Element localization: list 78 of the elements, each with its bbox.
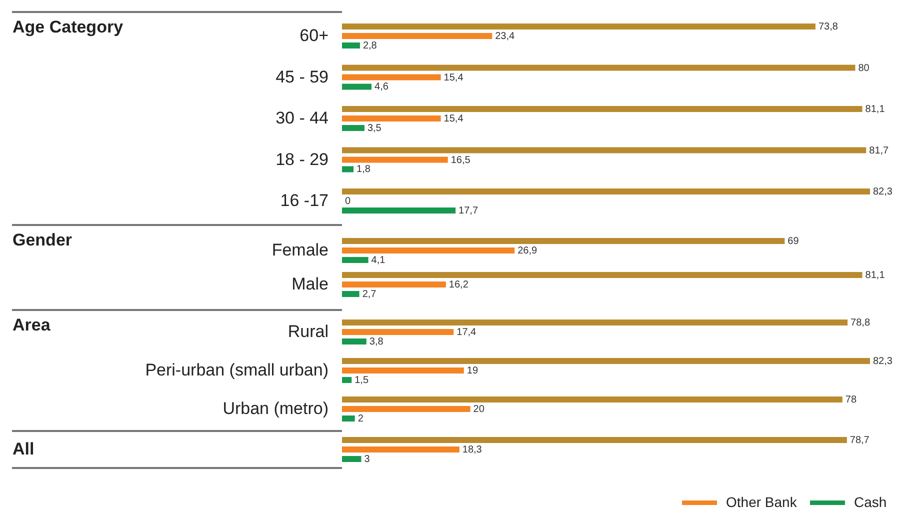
bar xyxy=(342,207,456,214)
bar xyxy=(342,290,360,297)
data-label: 80 xyxy=(858,62,870,74)
data-label: 3,8 xyxy=(369,336,384,348)
data-label: 81,7 xyxy=(869,145,890,156)
bar xyxy=(342,147,866,154)
bar xyxy=(342,64,856,71)
y-tick-label: Female xyxy=(272,240,328,260)
bar xyxy=(342,84,372,90)
data-label: 18,3 xyxy=(462,444,482,456)
y-axis-title: Area xyxy=(12,316,51,334)
legend-label: Cash xyxy=(854,494,887,510)
bar xyxy=(342,358,870,364)
bar xyxy=(342,33,492,39)
bar xyxy=(342,338,366,344)
y-tick-label: Rural xyxy=(288,322,328,341)
bar xyxy=(342,272,862,278)
bar xyxy=(342,329,454,335)
data-label: 82,3 xyxy=(873,186,893,198)
data-label: 3,5 xyxy=(367,123,382,134)
data-label: 78 xyxy=(845,394,857,406)
y-tick-label: 30 - 44 xyxy=(276,108,328,128)
data-label: 20 xyxy=(473,404,485,415)
y-tick-label: All xyxy=(12,440,34,458)
y-tick-label: Peri-urban (small urban) xyxy=(145,360,328,380)
y-tick-label: 18 - 29 xyxy=(276,150,328,169)
data-label: 81,1 xyxy=(865,270,886,281)
bar xyxy=(342,188,870,195)
data-label: 82,3 xyxy=(873,356,893,367)
bar xyxy=(342,320,848,326)
bar xyxy=(342,74,441,80)
data-label: 15,4 xyxy=(444,72,464,84)
data-label: 78,8 xyxy=(850,318,870,328)
bar xyxy=(342,166,354,172)
data-label: 81,1 xyxy=(865,104,886,115)
bar xyxy=(342,238,785,244)
data-label: 2,7 xyxy=(362,289,377,300)
bar xyxy=(342,116,441,122)
data-label: 2,8 xyxy=(362,40,378,52)
data-label: 0 xyxy=(345,196,351,207)
y-tick-label: 16 -17 xyxy=(280,191,328,210)
data-label: 19 xyxy=(466,366,478,376)
data-label: 23,4 xyxy=(495,31,516,42)
data-label: 1,5 xyxy=(354,375,369,386)
data-label: 15,4 xyxy=(444,114,464,124)
bar xyxy=(342,24,816,30)
data-label: 17,4 xyxy=(456,327,477,338)
legend-label: Other Bank xyxy=(726,494,798,510)
y-tick-label: 60+ xyxy=(300,26,329,45)
y-tick-label: Male xyxy=(292,274,328,294)
bar xyxy=(342,106,862,112)
data-label: 16,2 xyxy=(448,280,469,290)
y-axis-title: Age Category xyxy=(12,18,124,36)
bar xyxy=(342,376,352,383)
data-label: 3 xyxy=(364,454,370,465)
bar xyxy=(342,124,364,131)
data-label: 26,9 xyxy=(518,246,538,256)
data-label: 73,8 xyxy=(818,22,838,32)
bar xyxy=(342,368,464,374)
bar xyxy=(342,256,368,263)
y-axis-title: Gender xyxy=(12,230,72,250)
data-label: 69 xyxy=(788,236,800,247)
bar xyxy=(342,415,355,422)
data-label: 4,6 xyxy=(374,82,389,93)
y-tick-label: Urban (metro) xyxy=(222,399,328,418)
bar xyxy=(342,156,448,163)
bar xyxy=(342,396,842,403)
data-label: 17,7 xyxy=(458,206,478,216)
bar xyxy=(342,406,470,412)
data-label: 16,5 xyxy=(450,154,471,166)
y-tick-label: 45 - 59 xyxy=(276,67,328,86)
bar xyxy=(342,282,446,288)
data-label: 2 xyxy=(358,414,364,424)
bar xyxy=(342,248,515,254)
data-label: 1,8 xyxy=(356,164,371,176)
bar xyxy=(342,42,360,48)
data-label: 78,7 xyxy=(850,435,870,446)
data-label: 4,1 xyxy=(371,255,386,266)
